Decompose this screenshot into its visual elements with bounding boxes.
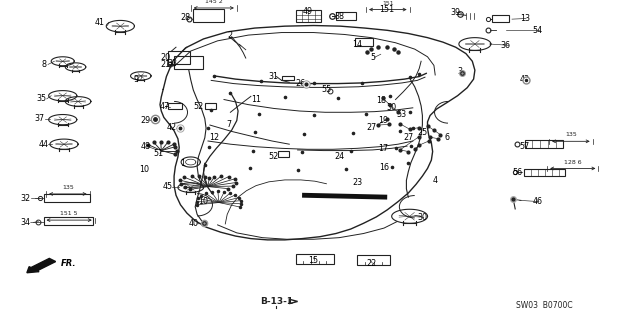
Text: 151: 151: [380, 5, 395, 14]
Text: 128 6: 128 6: [564, 160, 582, 165]
Text: 22: 22: [366, 259, 376, 268]
Text: 54: 54: [532, 26, 543, 35]
FancyArrow shape: [27, 258, 56, 273]
Text: 51: 51: [154, 149, 164, 158]
Text: 52: 52: [193, 102, 204, 111]
Text: 48: 48: [141, 142, 151, 151]
Text: 19: 19: [378, 116, 388, 125]
Text: 20: 20: [160, 53, 170, 62]
Text: 135: 135: [62, 185, 74, 190]
Bar: [278, 151, 289, 157]
Text: 49: 49: [302, 7, 312, 16]
Text: 38: 38: [334, 12, 344, 21]
Text: 33: 33: [168, 59, 178, 68]
Text: 28: 28: [180, 13, 191, 22]
Text: 5: 5: [370, 53, 375, 62]
Bar: [296, 10, 321, 22]
Text: B-13-1: B-13-1: [260, 297, 293, 306]
Text: 26: 26: [296, 79, 306, 88]
Text: 55: 55: [321, 85, 332, 94]
Bar: [355, 38, 373, 46]
Text: 145 2: 145 2: [205, 0, 223, 4]
Text: 50: 50: [387, 103, 397, 112]
Text: 18: 18: [376, 96, 386, 105]
Bar: [44, 217, 93, 225]
Bar: [336, 12, 356, 20]
Text: 39: 39: [451, 8, 461, 17]
Text: 44: 44: [38, 140, 49, 149]
Text: 4: 4: [433, 176, 438, 185]
Text: 53: 53: [397, 110, 407, 119]
Text: 25: 25: [417, 128, 428, 137]
Text: 27: 27: [366, 123, 376, 132]
Bar: [44, 194, 90, 202]
Text: 151: 151: [382, 1, 394, 6]
Text: FR.: FR.: [61, 259, 76, 268]
Text: 24: 24: [334, 152, 344, 161]
Text: 37: 37: [35, 114, 45, 123]
Text: 135: 135: [565, 132, 577, 137]
Text: 35: 35: [36, 94, 47, 103]
Bar: [357, 255, 390, 265]
Text: 1: 1: [180, 159, 185, 168]
Text: 17: 17: [378, 144, 388, 153]
Text: 151 5: 151 5: [60, 211, 78, 216]
Text: 16: 16: [379, 163, 389, 172]
Text: 23: 23: [352, 178, 362, 187]
Bar: [296, 254, 334, 264]
Text: 27: 27: [403, 133, 413, 142]
Bar: [193, 9, 224, 22]
Bar: [492, 15, 509, 22]
Text: 8: 8: [41, 60, 46, 69]
Text: 15: 15: [308, 256, 319, 265]
Text: 13: 13: [520, 14, 530, 23]
Bar: [525, 140, 563, 148]
Text: 31: 31: [269, 72, 279, 81]
Bar: [205, 103, 216, 109]
Bar: [282, 76, 294, 80]
Text: 29: 29: [141, 116, 151, 125]
Text: 3: 3: [457, 67, 462, 76]
Text: 2: 2: [228, 31, 233, 40]
Bar: [174, 56, 203, 69]
Text: 56: 56: [512, 168, 522, 177]
Text: 30: 30: [417, 213, 428, 222]
Text: 52: 52: [269, 152, 279, 161]
Text: 46: 46: [532, 197, 543, 206]
Text: 36: 36: [500, 41, 511, 50]
Text: 42: 42: [166, 123, 177, 132]
Text: 12: 12: [209, 133, 220, 142]
Text: 40: 40: [188, 219, 198, 228]
Text: 11: 11: [251, 95, 261, 104]
Text: 14: 14: [352, 40, 362, 48]
Bar: [168, 103, 182, 109]
Text: 57: 57: [520, 142, 530, 151]
Text: SW03  B0700C: SW03 B0700C: [516, 301, 572, 310]
Text: 10: 10: [198, 197, 209, 206]
Text: 34: 34: [20, 218, 31, 227]
Text: 10: 10: [139, 165, 149, 174]
Text: 47: 47: [160, 102, 170, 111]
Text: 21: 21: [160, 60, 170, 69]
Text: 7: 7: [227, 120, 232, 129]
Text: 32: 32: [20, 194, 31, 203]
Text: 6: 6: [444, 133, 449, 142]
Text: 9: 9: [133, 75, 138, 84]
Text: 43: 43: [520, 75, 530, 84]
Bar: [524, 169, 565, 176]
Text: 45: 45: [163, 182, 173, 191]
Text: 41: 41: [94, 18, 104, 27]
